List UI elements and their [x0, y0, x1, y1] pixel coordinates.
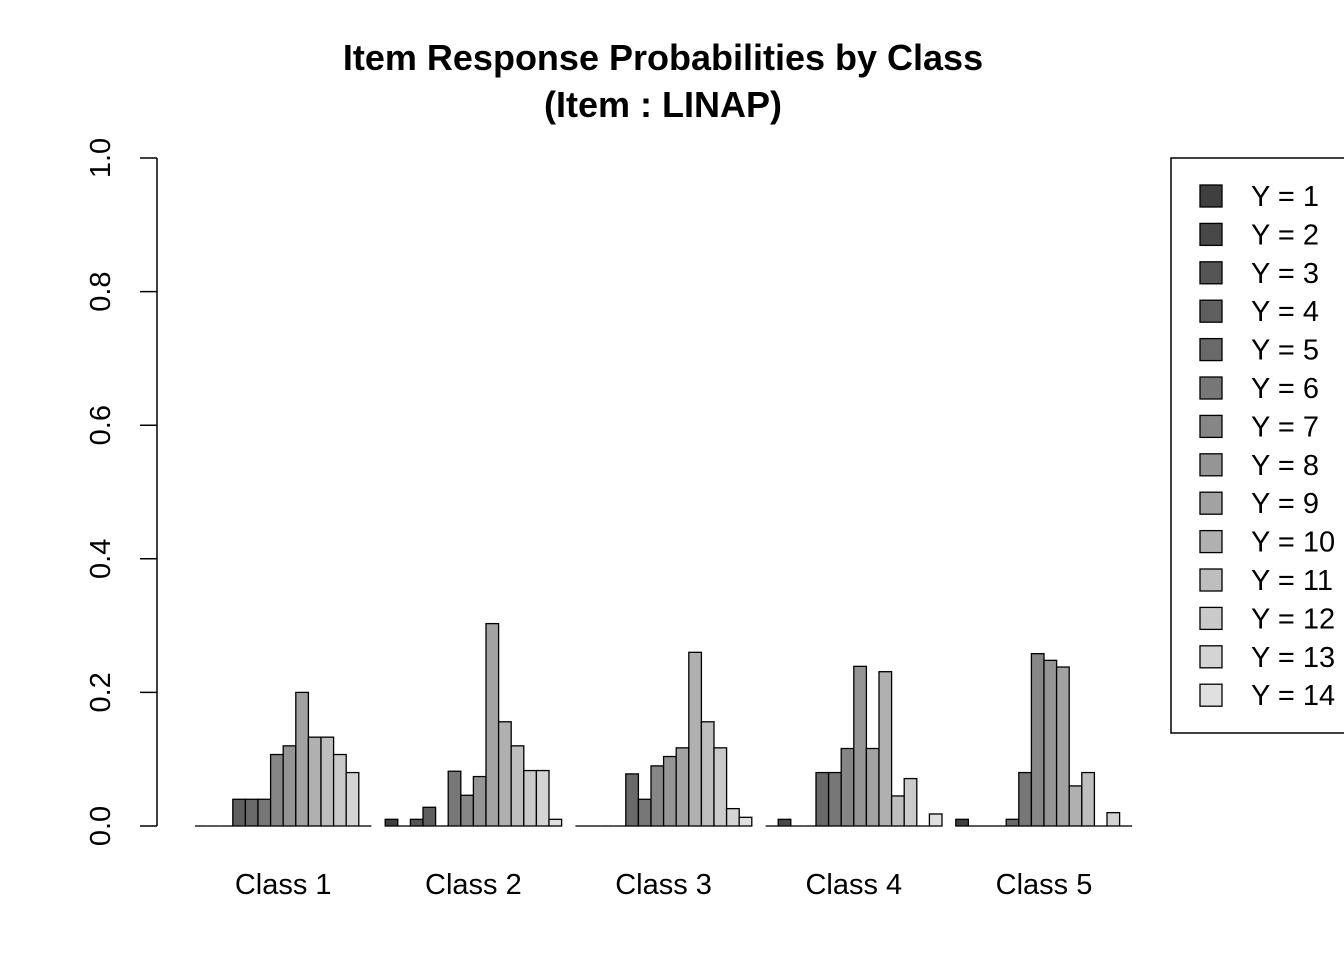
bar	[815, 771, 830, 827]
bar	[738, 816, 753, 827]
bar	[827, 771, 842, 827]
bar	[320, 736, 335, 827]
legend-label: Y = 11	[1251, 565, 1333, 597]
bar	[307, 736, 322, 827]
bar	[1106, 811, 1121, 827]
bar	[1005, 818, 1020, 827]
bar	[1030, 653, 1045, 827]
bar	[700, 721, 715, 827]
bar	[447, 770, 462, 827]
bar	[523, 769, 538, 827]
y-axis: 0.0 0.2 0.4 0.6 0.8 1.0	[85, 138, 157, 846]
legend-swatch	[1199, 184, 1223, 208]
bar	[650, 765, 665, 827]
x-category-label: Class 4	[805, 869, 902, 901]
bar	[345, 771, 360, 827]
legend-label: Y = 3	[1251, 258, 1319, 290]
bars-group	[195, 622, 1133, 827]
x-axis-labels: Class 1 Class 2 Class 3 Class 4 Class 5	[235, 869, 1093, 901]
bar	[460, 794, 475, 827]
bar	[865, 747, 880, 827]
legend-label: Y = 2	[1251, 219, 1319, 251]
bar	[510, 745, 525, 827]
bar	[422, 806, 437, 827]
bar	[777, 818, 792, 827]
legend-label: Y = 12	[1251, 603, 1335, 635]
y-tick-label: 1.0	[85, 138, 117, 178]
bar	[497, 721, 512, 827]
bar	[840, 747, 855, 827]
bar	[269, 753, 284, 827]
bar	[332, 753, 347, 827]
legend: Y = 1 Y = 2 Y = 3 Y = 4 Y = 5 Y = 6 Y = 7 Y = 8…	[1170, 157, 1344, 734]
y-tick-label: 0.8	[85, 271, 117, 311]
bar	[955, 818, 970, 827]
legend-swatch	[1199, 414, 1223, 439]
legend-label: Y = 7	[1251, 411, 1319, 443]
legend-label: Y = 8	[1251, 450, 1319, 482]
bar	[472, 775, 487, 827]
bar	[853, 665, 868, 827]
bar	[409, 818, 424, 827]
legend-label: Y = 9	[1251, 488, 1319, 520]
legend-box	[1170, 157, 1344, 734]
y-tick-label: 0.0	[85, 806, 117, 846]
legend-label: Y = 1	[1251, 181, 1319, 213]
legend-swatch	[1199, 529, 1223, 554]
bar	[675, 747, 690, 827]
bar	[688, 651, 703, 827]
legend-swatch	[1199, 222, 1223, 247]
bar	[232, 798, 247, 827]
bar	[725, 807, 740, 827]
legend-swatch	[1199, 299, 1223, 323]
bar	[625, 773, 640, 827]
bar	[257, 798, 272, 827]
x-category-label: Class 5	[996, 869, 1093, 901]
bar	[244, 798, 259, 827]
bar	[903, 777, 918, 827]
bar	[282, 745, 297, 827]
y-tick-label: 0.6	[85, 405, 117, 445]
legend-label: Y = 14	[1251, 680, 1335, 712]
bar	[878, 671, 893, 827]
bar	[1018, 771, 1033, 827]
bar	[637, 798, 652, 827]
bar	[1055, 666, 1070, 827]
bar	[485, 622, 500, 827]
bar	[662, 755, 677, 827]
bar	[384, 818, 399, 827]
x-category-label: Class 3	[615, 869, 712, 901]
bar	[1043, 659, 1058, 827]
bar	[928, 813, 943, 827]
legend-swatch	[1199, 376, 1223, 400]
legend-swatch	[1199, 491, 1223, 515]
legend-label: Y = 5	[1251, 335, 1319, 367]
legend-label: Y = 4	[1251, 296, 1319, 328]
y-tick-label: 0.2	[85, 672, 117, 712]
bar	[713, 747, 728, 827]
chart-subtitle: (Item : LINAP)	[544, 84, 782, 125]
legend-label: Y = 10	[1251, 527, 1335, 559]
bar	[890, 795, 905, 827]
legend-swatch	[1199, 453, 1223, 477]
legend-swatch	[1199, 337, 1223, 362]
legend-label: Y = 13	[1251, 642, 1335, 674]
chart-title: Item Response Probabilities by Class	[343, 37, 983, 78]
legend-swatch	[1199, 683, 1223, 707]
bar	[295, 691, 310, 827]
bar	[1068, 785, 1083, 827]
legend-label: Y = 6	[1251, 373, 1319, 405]
legend-swatch	[1199, 568, 1223, 592]
bar	[535, 769, 550, 827]
legend-swatch	[1199, 261, 1223, 285]
x-category-label: Class 1	[235, 869, 332, 901]
legend-swatch	[1199, 645, 1223, 669]
x-category-label: Class 2	[425, 869, 522, 901]
legend-swatch	[1199, 606, 1223, 631]
bar	[1081, 771, 1096, 827]
y-tick-label: 0.4	[85, 539, 117, 579]
bar	[548, 818, 563, 827]
